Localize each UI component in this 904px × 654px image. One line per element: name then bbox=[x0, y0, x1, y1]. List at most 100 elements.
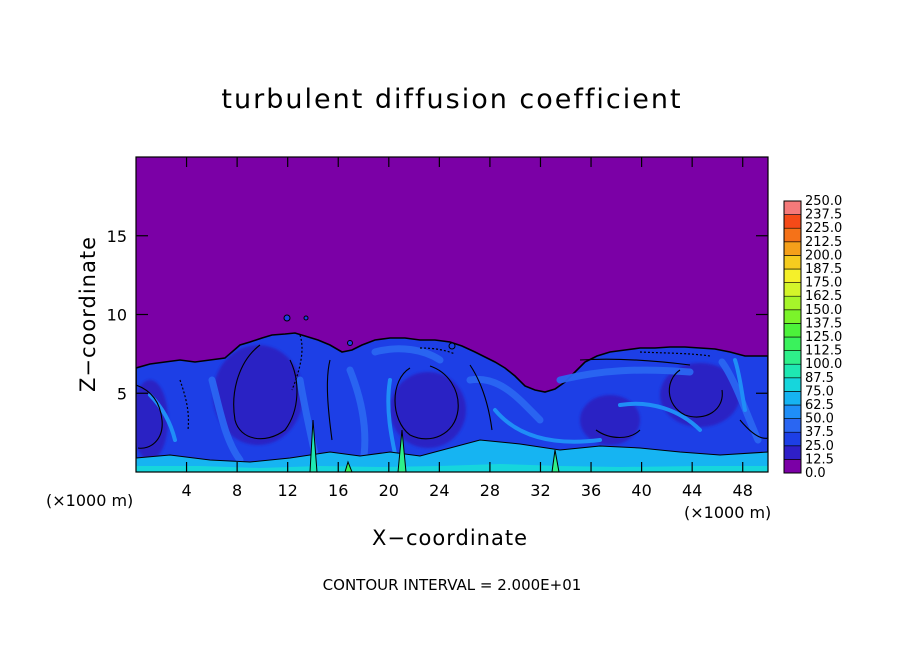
colorbar-swatch bbox=[783, 391, 802, 406]
colorbar-label: 162.5 bbox=[805, 289, 842, 304]
plume bbox=[344, 460, 353, 472]
contour-line bbox=[394, 365, 459, 440]
surface-band bbox=[136, 464, 768, 472]
contour-line bbox=[233, 344, 298, 440]
contour-line bbox=[739, 419, 768, 439]
colorbar-swatch bbox=[783, 418, 802, 433]
colorbar-label: 150.0 bbox=[805, 303, 842, 318]
colorbar-swatch bbox=[783, 200, 802, 215]
colorbar-swatch bbox=[783, 323, 802, 338]
contour-line bbox=[639, 351, 711, 357]
colorbar-label: 200.0 bbox=[805, 248, 842, 263]
contour-line bbox=[668, 369, 723, 418]
colorbar-swatch bbox=[783, 282, 802, 297]
surface-band bbox=[136, 439, 768, 472]
colorbar-swatch bbox=[783, 459, 802, 474]
colorbar-label: 12.5 bbox=[805, 452, 834, 467]
patch bbox=[448, 342, 456, 350]
colorbar-swatch bbox=[783, 377, 802, 392]
streak bbox=[718, 358, 762, 444]
contour-line bbox=[136, 384, 163, 449]
chart-title: turbulent diffusion coefficient bbox=[221, 84, 683, 115]
x-tick-label: 16 bbox=[328, 481, 348, 500]
colorbar-label: 62.5 bbox=[805, 398, 834, 413]
plume bbox=[309, 419, 318, 472]
colorbar-swatch bbox=[783, 309, 802, 324]
colorbar-swatch bbox=[783, 350, 802, 365]
colorbar-label: 75.0 bbox=[805, 384, 834, 399]
colorbar-swatch bbox=[783, 336, 802, 351]
streak bbox=[618, 401, 702, 432]
colorbar-label: 212.5 bbox=[805, 235, 842, 250]
x-axis: 4 8 12 16 20 24 28 32 36 40 44 48 bbox=[181, 157, 753, 500]
colorbar-swatch bbox=[783, 363, 802, 379]
colorbar-label: 50.0 bbox=[805, 412, 834, 427]
patch bbox=[283, 314, 291, 322]
contour-line bbox=[469, 364, 493, 431]
contour-line bbox=[419, 347, 456, 355]
patch bbox=[347, 340, 353, 346]
colorbar-swatch bbox=[783, 295, 802, 311]
y-tick-label: 15 bbox=[107, 227, 127, 246]
contour-line bbox=[179, 379, 190, 431]
colorbar-label: 100.0 bbox=[805, 357, 842, 372]
x-unit-left: (×1000 m) bbox=[46, 491, 134, 510]
vortex-core bbox=[660, 363, 740, 427]
colorbar-swatch bbox=[783, 255, 802, 270]
contour-interval: CONTOUR INTERVAL = 2.000E+01 bbox=[322, 576, 582, 594]
colorbar-label: 187.5 bbox=[805, 262, 842, 277]
streak bbox=[371, 345, 444, 364]
contour-line bbox=[291, 334, 303, 391]
x-tick-label: 24 bbox=[429, 481, 449, 500]
x-tick-label: 20 bbox=[379, 481, 399, 500]
plume bbox=[397, 429, 407, 472]
contour-line bbox=[579, 358, 691, 366]
colorbar-label: 112.5 bbox=[805, 344, 842, 359]
contour-line bbox=[326, 359, 333, 441]
colorbar-swatch bbox=[783, 404, 802, 419]
colorbar: 0.012.525.037.550.062.575.087.5100.0112.… bbox=[783, 194, 842, 481]
x-tick-label: 12 bbox=[278, 481, 298, 500]
colorbar-label: 25.0 bbox=[805, 439, 834, 454]
vortex-core bbox=[390, 372, 466, 448]
streak bbox=[466, 375, 544, 424]
x-tick-label: 4 bbox=[181, 481, 191, 500]
streak bbox=[733, 358, 747, 412]
streak bbox=[148, 393, 177, 442]
streak bbox=[493, 408, 602, 444]
patch bbox=[303, 315, 309, 321]
colorbar-label: 237.5 bbox=[805, 208, 842, 223]
colorbar-label: 175.0 bbox=[805, 276, 842, 291]
colorbar-swatch bbox=[783, 214, 802, 229]
colorbar-label: 125.0 bbox=[805, 330, 842, 345]
x-tick-label: 8 bbox=[232, 481, 242, 500]
colorbar-label: 250.0 bbox=[805, 194, 842, 209]
x-axis-label: X−coordinate bbox=[372, 526, 528, 550]
colorbar-label: 225.0 bbox=[805, 221, 842, 236]
colorbar-swatch bbox=[783, 431, 802, 447]
x-tick-label: 48 bbox=[733, 481, 753, 500]
colorbar-label: 0.0 bbox=[805, 466, 826, 481]
vortex-core bbox=[580, 395, 640, 445]
x-tick-label: 36 bbox=[581, 481, 601, 500]
colorbar-swatch bbox=[783, 227, 802, 243]
vortex-core bbox=[136, 380, 168, 460]
colorbar-label: 37.5 bbox=[805, 425, 834, 440]
colorbar-swatch bbox=[783, 241, 802, 256]
colorbar-label: 137.5 bbox=[805, 316, 842, 331]
streak bbox=[208, 376, 244, 464]
x-unit-right: (×1000 m) bbox=[684, 503, 772, 522]
colorbar-label: 87.5 bbox=[805, 371, 834, 386]
y-axis-label: Z−coordinate bbox=[76, 236, 100, 392]
colorbar-frame bbox=[783, 200, 802, 474]
x-tick-label: 28 bbox=[480, 481, 500, 500]
plot-area bbox=[136, 157, 768, 472]
x-tick-label: 32 bbox=[530, 481, 550, 500]
x-tick-label: 44 bbox=[682, 481, 702, 500]
y-axis: 5 10 15 bbox=[107, 227, 768, 403]
x-tick-label: 40 bbox=[631, 481, 651, 500]
plume bbox=[551, 449, 560, 472]
contour-line bbox=[595, 429, 641, 439]
y-tick-label: 5 bbox=[117, 384, 127, 403]
